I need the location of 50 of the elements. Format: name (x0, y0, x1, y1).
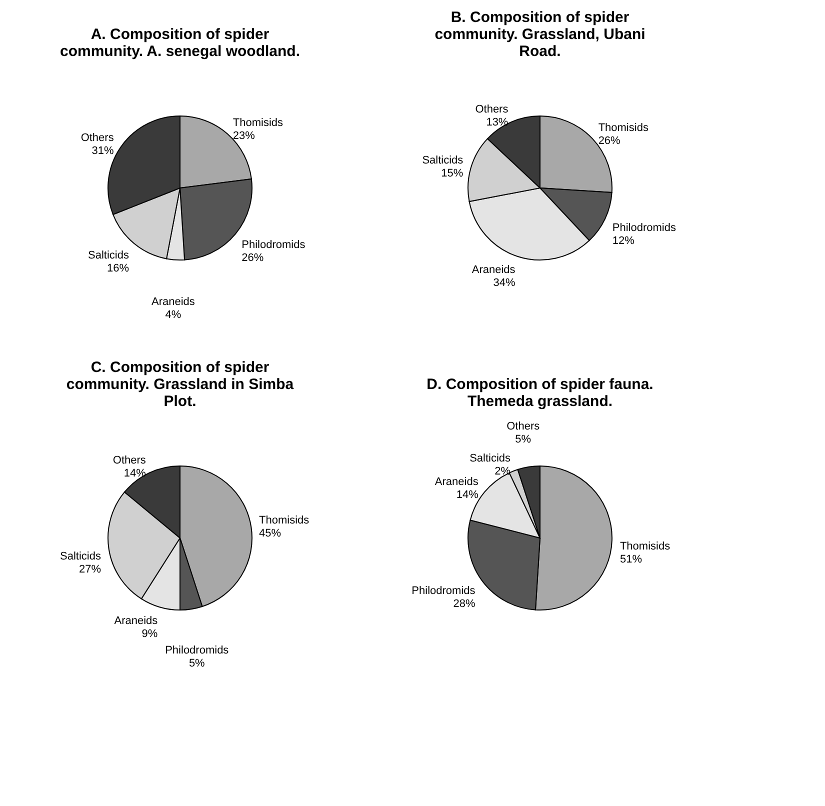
data-label: 28% (453, 598, 476, 610)
slice-label: Others (112, 454, 146, 467)
data-label: 23% (232, 130, 256, 142)
slice-label: Thomisids (232, 116, 284, 129)
data-label: 9% (142, 628, 158, 640)
text: Road. (519, 43, 561, 60)
slice-label: Philodromids (242, 238, 306, 251)
slice-label: Araneids (114, 614, 158, 627)
data-label: 31% (92, 145, 114, 158)
slice-label: Others (80, 132, 114, 144)
data-label: 13% (486, 116, 508, 129)
data-label: 5% (188, 658, 206, 670)
text: D. Composition of spider fauna. (426, 376, 654, 393)
data-label: 45% (259, 527, 282, 540)
text: Plot. (164, 393, 196, 410)
data-label: 14% (456, 489, 479, 502)
text: community. Grassland, Ubani (434, 26, 646, 43)
data-label: 26% (242, 252, 264, 264)
slice-label: Others (506, 420, 540, 432)
data-label: 26% (598, 135, 621, 148)
text: C. Composition of spider (90, 359, 270, 376)
slice-label: Others (475, 104, 509, 116)
text: A. Composition of spider (90, 26, 270, 43)
data-label: 14% (124, 468, 146, 480)
slice-label: Araneids (472, 264, 516, 276)
text: B. Composition of spider (450, 9, 630, 26)
data-label: 27% (78, 564, 102, 576)
data-label: 34% (493, 277, 516, 290)
slice-label: Philodromids (165, 644, 230, 657)
data-label: 4% (165, 308, 182, 321)
slice-label: Thomisids (598, 122, 649, 134)
slice-label: Salticids (60, 550, 102, 563)
slice-label: Salticids (88, 250, 130, 262)
text: Themeda grassland. (467, 393, 613, 410)
slice-label: Salticids (470, 452, 512, 465)
data-label: 2% (494, 466, 511, 478)
slice-label: Salticids (422, 154, 464, 167)
text: community. A. senegal woodland. (60, 43, 300, 60)
data-label: 15% (441, 168, 464, 180)
data-label: 12% (612, 235, 635, 248)
slice-label: Araneids (152, 296, 196, 308)
slice-label: Philodromids (612, 222, 676, 234)
data-label: 51% (620, 554, 642, 566)
data-label: 16% (106, 262, 130, 275)
slice-label: Thomisids (259, 514, 310, 526)
data-label: 5% (515, 433, 532, 446)
slice-label: Philodromids (412, 585, 476, 598)
slice-label: Thomisids (620, 540, 671, 553)
slice-label: Araneids (434, 476, 479, 488)
text: community. Grassland in Simba (66, 376, 294, 393)
